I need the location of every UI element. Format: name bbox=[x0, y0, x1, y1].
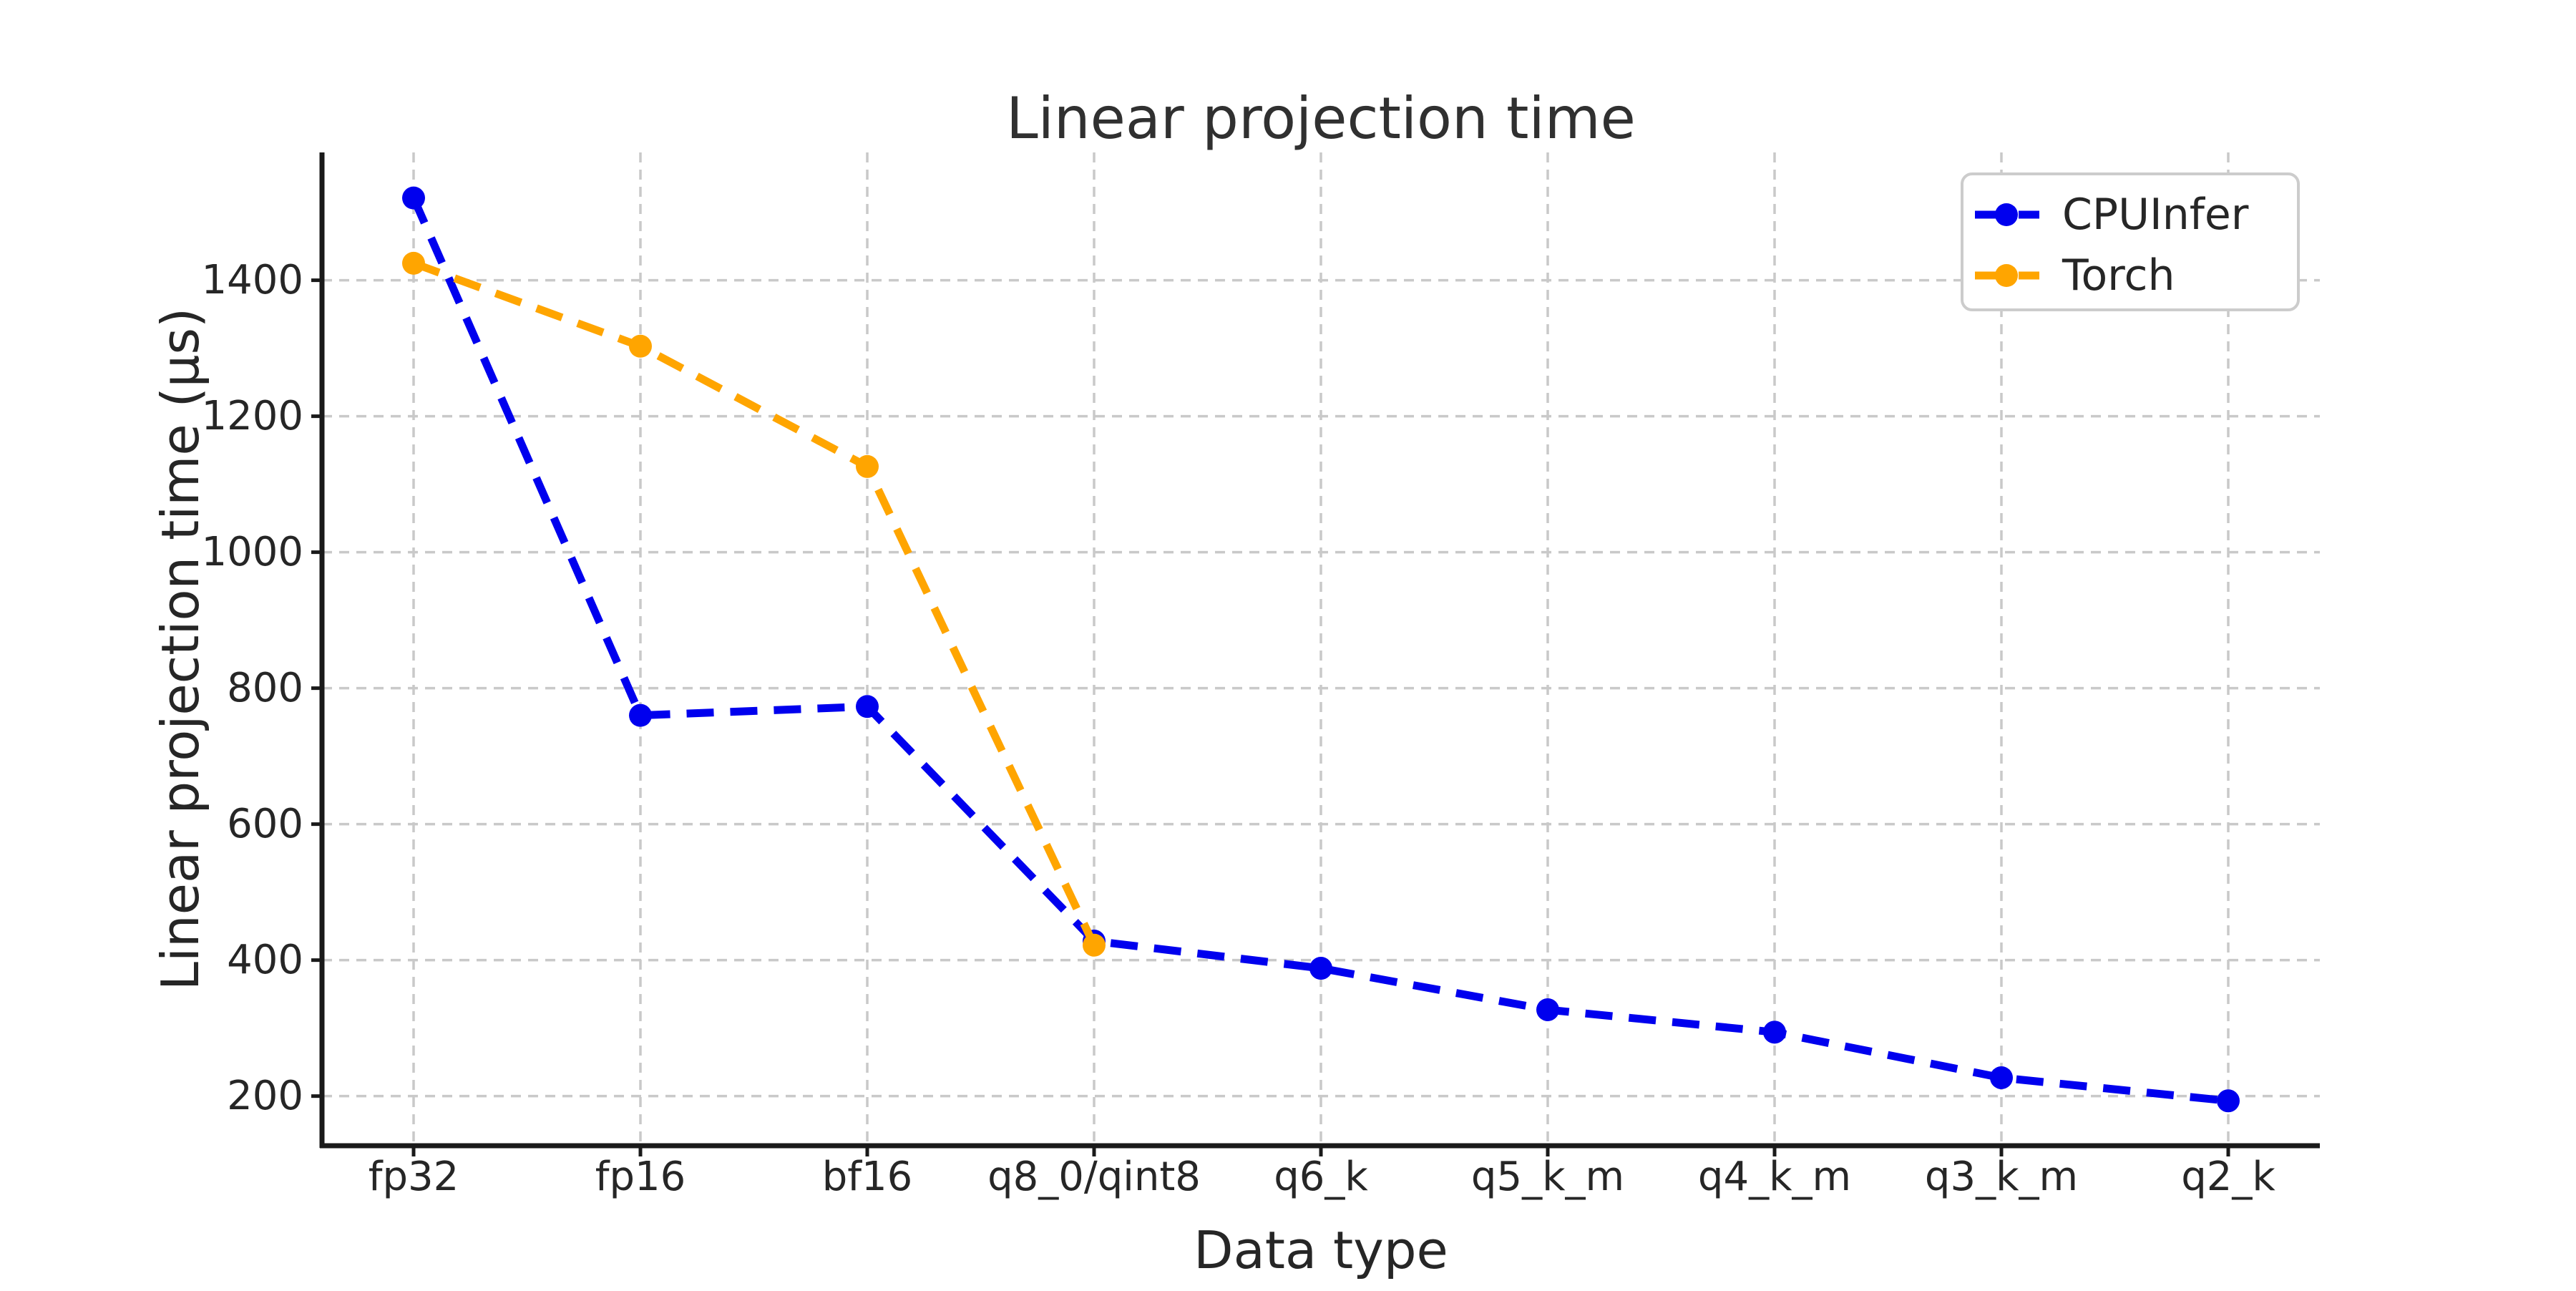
y-tick-label: 800 bbox=[227, 665, 303, 711]
legend-swatch-marker bbox=[1995, 264, 2018, 287]
data-point-marker bbox=[1536, 998, 1559, 1021]
data-point-marker bbox=[856, 695, 879, 718]
x-tick-label: q2_k bbox=[2181, 1154, 2275, 1200]
data-point-marker bbox=[402, 251, 425, 275]
data-point-marker bbox=[1083, 933, 1106, 957]
x-tick-label: fp16 bbox=[595, 1154, 686, 1200]
y-tick-label: 200 bbox=[227, 1073, 303, 1119]
data-point-marker bbox=[629, 334, 652, 358]
y-tick-label: 400 bbox=[227, 937, 303, 983]
legend-label: Torch bbox=[2062, 250, 2175, 301]
series-torch bbox=[402, 251, 1106, 957]
data-point-marker bbox=[856, 454, 879, 478]
y-axis-label: Linear projection time (µs) bbox=[150, 308, 210, 990]
data-point-marker bbox=[2217, 1089, 2240, 1113]
x-tick-label: q4_k_m bbox=[1698, 1154, 1851, 1200]
data-point-marker bbox=[402, 186, 425, 210]
legend-box bbox=[1961, 172, 2300, 311]
data-point-marker bbox=[1309, 957, 1332, 980]
y-tick-label: 1400 bbox=[201, 257, 303, 303]
x-axis-label: Data type bbox=[1194, 1220, 1448, 1280]
axes: 200 400 600 800 1000 1200 1400 fp32 fp16 bf16 q8_0… bbox=[201, 257, 2275, 1200]
gridlines bbox=[322, 152, 2320, 1146]
y-tick-label: 1200 bbox=[201, 393, 303, 439]
x-tick-label: bf16 bbox=[822, 1154, 913, 1200]
y-tick-label: 1000 bbox=[201, 529, 303, 575]
data-point-marker bbox=[629, 703, 652, 727]
data-point-marker bbox=[1990, 1066, 2013, 1089]
x-tick-label: q8_0/qint8 bbox=[987, 1154, 1201, 1200]
legend: CPUInfer Torch bbox=[1961, 172, 2300, 311]
chart-title: Linear projection time bbox=[1006, 85, 1636, 152]
y-tick-label: 600 bbox=[227, 801, 303, 847]
data-point-marker bbox=[1763, 1020, 1786, 1044]
legend-swatch-marker bbox=[1995, 203, 2018, 226]
x-tick-label: q5_k_m bbox=[1471, 1154, 1624, 1200]
x-tick-label: fp32 bbox=[369, 1154, 459, 1200]
x-tick-label: q3_k_m bbox=[1925, 1154, 2078, 1200]
series-line bbox=[412, 259, 1098, 947]
legend-label: CPUInfer bbox=[2062, 190, 2249, 240]
x-tick-label: q6_k bbox=[1274, 1154, 1368, 1200]
